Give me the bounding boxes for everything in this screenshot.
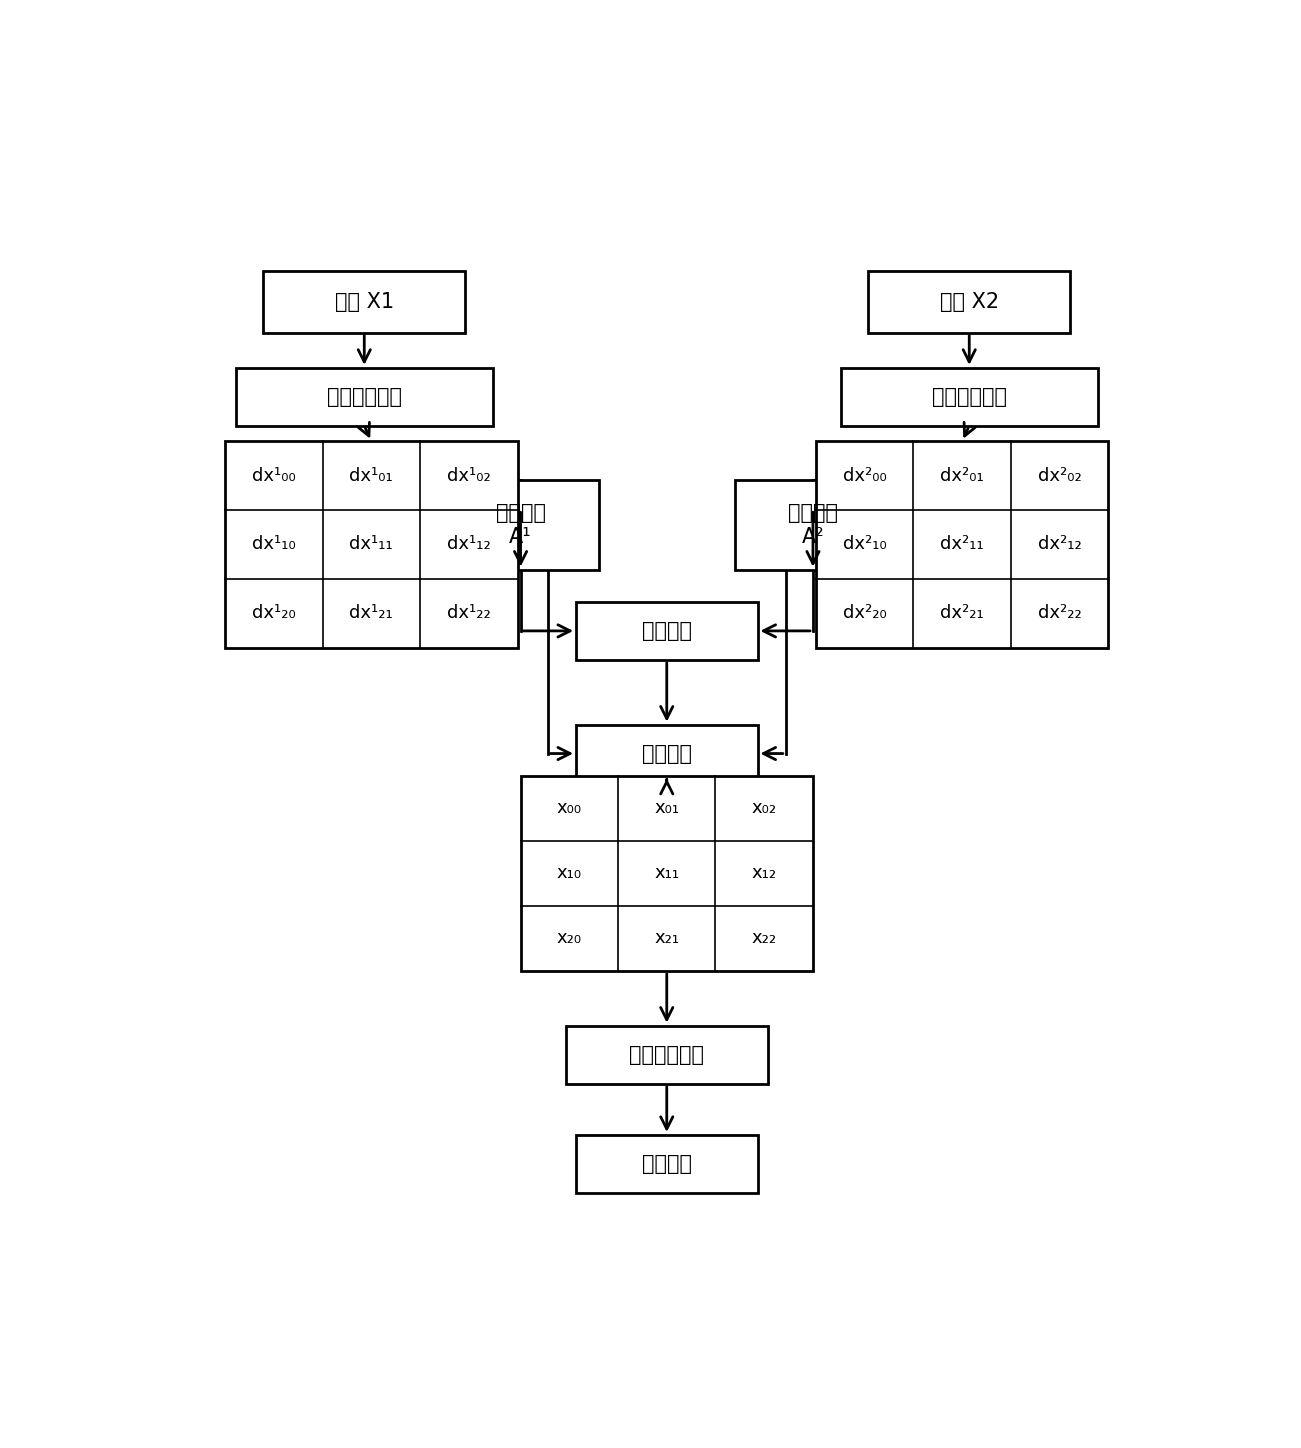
Text: dx¹₂₀: dx¹₂₀ xyxy=(252,604,295,623)
Text: 量测指标
A¹: 量测指标 A¹ xyxy=(496,504,545,546)
Text: dx²₀₂: dx²₀₂ xyxy=(1038,466,1081,485)
FancyBboxPatch shape xyxy=(735,481,891,569)
Text: dx²₀₁: dx²₀₁ xyxy=(941,466,984,485)
Text: x₀₁: x₀₁ xyxy=(654,799,679,817)
FancyBboxPatch shape xyxy=(576,602,757,660)
FancyBboxPatch shape xyxy=(566,1025,768,1083)
Text: dx¹₁₀: dx¹₁₀ xyxy=(252,536,295,553)
FancyBboxPatch shape xyxy=(840,368,1098,426)
Text: 图像 X2: 图像 X2 xyxy=(939,292,999,311)
Text: 分析滤波器组: 分析滤波器组 xyxy=(932,387,1007,407)
FancyBboxPatch shape xyxy=(442,481,598,569)
Text: dx²₁₂: dx²₁₂ xyxy=(1038,536,1081,553)
FancyBboxPatch shape xyxy=(235,368,493,426)
Text: dx¹₁₁: dx¹₁₁ xyxy=(350,536,393,553)
Text: x₁₂: x₁₂ xyxy=(752,864,777,882)
Text: dx²₂₁: dx²₂₁ xyxy=(941,604,984,623)
Text: 分析滤波器组: 分析滤波器组 xyxy=(327,387,402,407)
Text: 量测指标
A²: 量测指标 A² xyxy=(788,504,838,546)
Text: 融合决策: 融合决策 xyxy=(641,621,692,641)
FancyBboxPatch shape xyxy=(263,271,466,333)
Text: dx¹₀₂: dx¹₀₂ xyxy=(448,466,490,485)
Text: 图像 X1: 图像 X1 xyxy=(334,292,394,311)
Bar xyxy=(225,442,518,647)
Text: dx¹₂₁: dx¹₂₁ xyxy=(350,604,393,623)
Text: dx¹₀₀: dx¹₀₀ xyxy=(252,466,295,485)
Text: dx¹₁₂: dx¹₁₂ xyxy=(448,536,490,553)
Text: x₀₂: x₀₂ xyxy=(752,799,777,817)
FancyBboxPatch shape xyxy=(576,1135,757,1193)
Text: x₁₁: x₁₁ xyxy=(654,864,679,882)
Text: dx²₂₂: dx²₂₂ xyxy=(1038,604,1081,623)
Text: x₂₁: x₂₁ xyxy=(654,930,679,947)
Text: dx¹₀₁: dx¹₀₁ xyxy=(350,466,393,485)
FancyBboxPatch shape xyxy=(869,271,1071,333)
Bar xyxy=(816,442,1108,647)
Text: dx²₁₁: dx²₁₁ xyxy=(941,536,984,553)
Text: 融合运算: 融合运算 xyxy=(641,743,692,763)
Text: 融合图像: 融合图像 xyxy=(641,1154,692,1174)
Bar xyxy=(520,776,813,972)
Text: x₂₂: x₂₂ xyxy=(752,930,777,947)
Text: x₀₀: x₀₀ xyxy=(557,799,582,817)
FancyBboxPatch shape xyxy=(576,724,757,782)
Text: dx²₂₀: dx²₂₀ xyxy=(843,604,886,623)
Text: 综合滤波器组: 综合滤波器组 xyxy=(630,1044,704,1064)
Text: x₂₀: x₂₀ xyxy=(557,930,582,947)
Text: x₁₀: x₁₀ xyxy=(557,864,582,882)
Text: dx²₀₀: dx²₀₀ xyxy=(843,466,886,485)
Text: dx¹₂₂: dx¹₂₂ xyxy=(448,604,490,623)
Text: dx²₁₀: dx²₁₀ xyxy=(843,536,886,553)
